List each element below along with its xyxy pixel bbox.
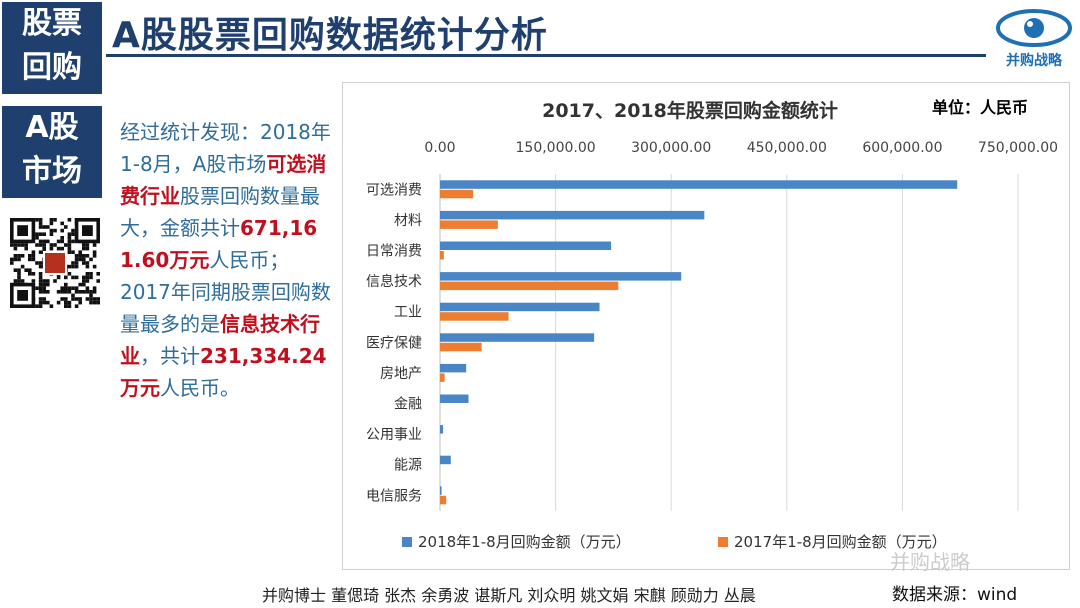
text-segment: 经过统计发现：2018年1-8月，A股市场	[120, 120, 331, 176]
chart-frame	[342, 82, 1070, 570]
bar-2018	[440, 425, 444, 434]
highlight-text: 可选消费行业	[120, 152, 327, 208]
highlight-text: 231,334.24 万元	[120, 344, 327, 400]
bar-2018	[440, 363, 467, 373]
bar-chart: 0.00 150,000.00 300,000.00 450,000.00 600,00…	[366, 140, 1058, 551]
bar-2018	[440, 394, 469, 403]
legend-swatch-2017	[718, 537, 728, 547]
bar-2018	[440, 180, 958, 189]
qr-code	[10, 218, 100, 308]
bar-2018	[440, 302, 600, 312]
x-tick-label: 150,000.00	[516, 140, 596, 156]
legend-label-2018: 2018年1-8月回购金额（万元）	[418, 533, 631, 551]
bar-2017	[440, 373, 445, 382]
chart-title: 2017、2018年股票回购金额统计	[542, 100, 838, 122]
x-tick-label: 300,000.00	[631, 140, 711, 156]
text-segment: ，共计	[140, 344, 200, 368]
badge-line: 回购	[22, 50, 82, 85]
chart-unit-label: 单位：人民币	[932, 98, 1029, 117]
title-bar	[106, 2, 986, 57]
y-category-label: 公用事业	[366, 427, 422, 443]
badge-line: 市场	[22, 154, 82, 189]
bar-2017	[440, 495, 447, 505]
bar-2017	[440, 251, 444, 260]
bar-2017	[440, 281, 619, 291]
bar-2018	[440, 333, 595, 342]
bar-2017	[440, 220, 498, 229]
badge-line: 股票	[22, 6, 82, 41]
y-category-label: 金融	[394, 397, 422, 413]
x-tick-label: 600,000.00	[862, 140, 942, 156]
text-segment: 人民币。	[160, 376, 240, 400]
logo-text: 并购战略	[1006, 53, 1062, 69]
text-segment: 2017年同期股票回购数量最多的是	[120, 280, 331, 336]
y-category-label: 可选消费	[366, 182, 422, 198]
legend-swatch-2018	[402, 537, 412, 547]
bar-2018	[440, 241, 612, 250]
badge-line: A股	[25, 110, 79, 145]
y-category-label: 房地产	[380, 366, 422, 382]
x-tick-label: 0.00	[424, 140, 455, 156]
summary-paragraph: 经过统计发现：2018年1-8月，A股市场可选消费行业股票回购数量最大，金额共计…	[120, 116, 338, 404]
bar-2018	[440, 455, 451, 465]
section-badge-a-share-market: A股 市场	[2, 106, 102, 198]
y-category-label: 日常消费	[366, 244, 422, 260]
credits-line: 并购博士 董偲琦 张杰 余勇波 谌斯凡 刘众明 姚文娟 宋麒 顾勋力 丛晨	[262, 586, 756, 605]
bar-2017	[440, 312, 509, 321]
bar-2018	[440, 486, 442, 495]
watermark-text: 并购战略	[890, 550, 970, 574]
y-category-label: 能源	[394, 458, 422, 474]
data-source: 数据来源：wind	[892, 585, 1018, 605]
section-badge-stock-buyback: 股票 回购	[2, 2, 102, 94]
highlight-text: 671,161.60万元	[120, 216, 318, 272]
y-category-label: 医疗保健	[366, 335, 422, 351]
y-category-label: 工业	[394, 305, 422, 321]
bar-2017	[440, 342, 482, 352]
text-segment: 人民币；	[209, 248, 290, 272]
bar-2018	[440, 272, 682, 281]
x-tick-label: 750,000.00	[978, 140, 1058, 156]
bar-2017	[440, 189, 474, 199]
y-category-label: 信息技术	[366, 273, 422, 290]
eye-logo-icon	[992, 6, 1076, 74]
y-category-label: 材料	[394, 213, 422, 229]
bar-2018	[440, 210, 705, 220]
page-title: A股股票回购数据统计分析	[112, 15, 548, 56]
y-category-label: 电信服务	[366, 488, 422, 504]
text-segment: 股票回购数量最大，金额共计	[120, 184, 320, 240]
x-tick-label: 450,000.00	[747, 140, 827, 156]
highlight-text: 信息技术行业	[120, 312, 320, 368]
legend-label-2017: 2017年1-8月回购金额（万元）	[734, 533, 947, 551]
